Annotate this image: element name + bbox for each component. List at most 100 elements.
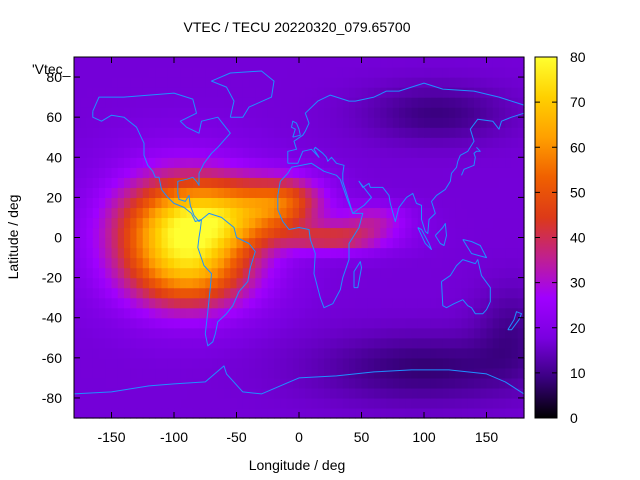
heatmap-cell: [517, 237, 525, 249]
heatmap-cell: [299, 237, 306, 249]
heatmap-cell: [480, 57, 488, 68]
heatmap-cell: [230, 327, 238, 339]
heatmap-cell: [80, 137, 88, 148]
heatmap-cell: [342, 337, 350, 349]
heatmap-cell: [92, 77, 100, 88]
heatmap-cell: [161, 177, 169, 188]
heatmap-cell: [361, 407, 369, 419]
heatmap-cell: [474, 77, 481, 88]
heatmap-cell: [199, 277, 206, 289]
heatmap-cell: [424, 137, 431, 148]
heatmap-cell: [467, 57, 475, 68]
heatmap-cell: [205, 387, 213, 399]
coastline-africa: [277, 162, 364, 309]
heatmap-cell: [136, 277, 144, 289]
heatmap-cell: [167, 157, 175, 168]
heatmap-cell: [217, 317, 225, 329]
heatmap-cell: [517, 327, 525, 339]
heatmap-cell: [124, 167, 131, 178]
heatmap-cell: [411, 307, 419, 319]
heatmap-cell: [155, 57, 163, 68]
heatmap-cell: [142, 297, 150, 309]
heatmap-cell: [155, 297, 163, 309]
heatmap-cell: [99, 377, 106, 389]
heatmap-cell: [480, 97, 488, 108]
heatmap-cell: [305, 327, 313, 339]
heatmap-cell: [436, 77, 444, 88]
heatmap-cell: [286, 97, 294, 108]
heatmap-cell: [130, 127, 138, 138]
heatmap-cell: [505, 117, 513, 128]
heatmap-cell: [86, 407, 94, 419]
heatmap-cell: [155, 307, 163, 319]
heatmap-cell: [274, 227, 281, 239]
heatmap-cell: [92, 387, 100, 399]
heatmap-cell: [199, 377, 206, 389]
heatmap-cell: [149, 217, 156, 229]
heatmap-cell: [211, 257, 219, 269]
heatmap-cell: [430, 107, 438, 118]
heatmap-cell: [305, 87, 313, 98]
heatmap-cell: [217, 217, 225, 229]
heatmap-cell: [274, 117, 281, 128]
heatmap-cell: [267, 387, 275, 399]
heatmap-cell: [80, 177, 88, 188]
heatmap-cell: [199, 197, 206, 209]
heatmap-cell: [117, 217, 125, 229]
heatmap-cell: [511, 107, 519, 118]
heatmap-cell: [436, 327, 444, 339]
heatmap-cell: [374, 207, 381, 219]
heatmap-cell: [492, 87, 500, 98]
heatmap-cell: [367, 117, 375, 128]
heatmap-cell: [236, 197, 244, 209]
heatmap-cell: [86, 277, 94, 289]
heatmap-cell: [480, 87, 488, 98]
heatmap-cell: [424, 67, 431, 78]
heatmap-cell: [517, 407, 525, 419]
heatmap-cell: [467, 187, 475, 198]
heatmap-cell: [180, 187, 188, 198]
heatmap-cell: [411, 207, 419, 219]
heatmap-cell: [111, 307, 119, 319]
heatmap-cell: [249, 257, 256, 269]
heatmap-cell: [180, 227, 188, 239]
heatmap-cell: [330, 287, 338, 299]
heatmap-cell: [130, 147, 138, 158]
heatmap-cell: [274, 237, 281, 249]
heatmap-cell: [242, 227, 250, 239]
heatmap-cell: [167, 277, 175, 289]
heatmap-cell: [411, 397, 419, 409]
heatmap-cell: [392, 277, 400, 289]
heatmap-cell: [349, 117, 356, 128]
heatmap-cell: [380, 387, 388, 399]
heatmap-cell: [474, 117, 481, 128]
heatmap-cell: [386, 407, 394, 419]
heatmap-cell: [336, 127, 344, 138]
heatmap-cell: [192, 97, 200, 108]
heatmap-cell: [517, 337, 525, 349]
heatmap-cell: [386, 187, 394, 198]
heatmap-cell: [161, 287, 169, 299]
heatmap-cell: [149, 107, 156, 118]
heatmap-cell: [480, 337, 488, 349]
heatmap-cell: [280, 97, 288, 108]
heatmap-cell: [505, 227, 513, 239]
heatmap-cell: [280, 327, 288, 339]
heatmap-cell: [399, 107, 406, 118]
heatmap-cell: [405, 77, 413, 88]
heatmap-cell: [424, 397, 431, 409]
heatmap-cell: [292, 297, 300, 309]
heatmap-cell: [367, 277, 375, 289]
heatmap-cell: [449, 177, 456, 188]
heatmap-cell: [167, 67, 175, 78]
heatmap-cell: [405, 207, 413, 219]
heatmap-cell: [236, 297, 244, 309]
heatmap-cell: [117, 247, 125, 259]
heatmap-cell: [261, 257, 269, 269]
heatmap-cell: [492, 407, 500, 419]
heatmap-cell: [86, 347, 94, 359]
heatmap-cell: [499, 87, 506, 98]
heatmap-cell: [455, 147, 463, 158]
heatmap-cell: [274, 157, 281, 168]
heatmap-cell: [236, 227, 244, 239]
